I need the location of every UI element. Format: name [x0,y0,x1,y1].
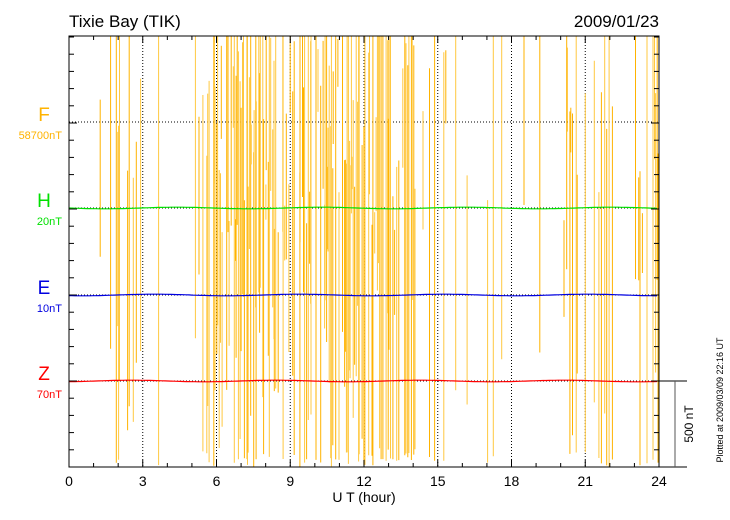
traces [68,36,659,467]
series-e-baseline: 10nT [37,303,62,315]
series-e-line [69,293,657,297]
x-tick-label: 3 [139,473,147,489]
series-h-baseline: 20nT [37,216,62,228]
series-e-name: E [38,278,51,299]
x-tick-label: 15 [430,473,446,489]
x-tick-label: 0 [65,473,73,489]
series-f-name: F [38,105,50,126]
chart-title: Tixie Bay (TIK) [69,12,181,31]
plotted-at-footer: Plotted at 2009/03/09 22:16 UT [715,337,725,463]
axes: 0 3 6 9 12 15 18 21 24 [65,36,687,489]
x-tick-label: 18 [504,473,520,489]
series-h-name: H [37,191,51,212]
x-tick-label: 21 [577,473,593,489]
series-z-name: Z [38,364,50,385]
series-z-baseline: 70nT [37,389,62,401]
x-tick-label: 9 [286,473,294,489]
series-labels: F 58700nT H 20nT E 10nT Z 70nT [19,105,63,401]
series-h-line [68,206,658,210]
scale-bar-label: 500 nT [682,405,696,443]
x-tick-label: 12 [356,473,372,489]
x-tick-label: 24 [651,473,667,489]
x-axis-label: U T (hour) [332,489,395,505]
chart-date: 2009/01/23 [574,12,659,31]
series-f-baseline: 58700nT [19,130,63,142]
series-z-line [69,379,658,383]
x-tick-label: 6 [213,473,221,489]
